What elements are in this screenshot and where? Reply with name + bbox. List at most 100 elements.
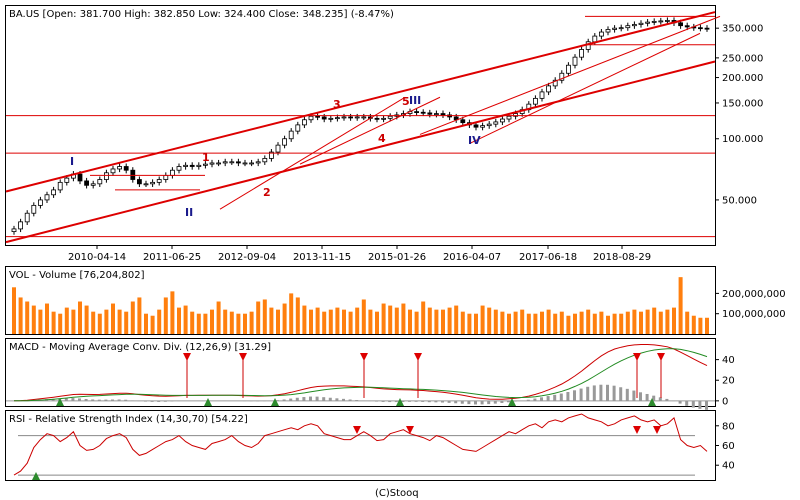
candle-body <box>592 35 598 43</box>
macd-histogram-bar <box>381 400 385 402</box>
volume-bar <box>441 309 445 334</box>
candle-body <box>506 115 512 120</box>
macd-histogram-bar <box>117 399 121 401</box>
macd-histogram-bar <box>401 400 405 402</box>
volume-bar <box>276 309 280 334</box>
volume-bar <box>619 313 624 334</box>
macd-histogram-bar <box>388 400 392 403</box>
rsi-sell-marker <box>353 426 361 434</box>
candle-body <box>533 97 538 105</box>
candle-body <box>387 115 393 119</box>
candle-body <box>486 123 492 127</box>
volume-bar <box>309 309 313 334</box>
macd-histogram-bar <box>665 398 669 401</box>
candle-body <box>684 25 690 28</box>
macd-histogram-bar <box>645 393 649 401</box>
wave-label: IV <box>468 134 481 147</box>
volume-bar <box>546 309 551 334</box>
candle-body <box>625 25 631 29</box>
candle-body <box>150 181 156 185</box>
macd-histogram-bar <box>441 400 444 403</box>
volume-bar <box>256 301 261 334</box>
volume-bar <box>91 311 96 334</box>
macd-histogram-bar <box>91 399 95 401</box>
macd-histogram-bar <box>71 398 75 401</box>
candle-body <box>117 166 122 170</box>
candle-body <box>539 91 545 99</box>
candle-body <box>341 116 347 119</box>
rsi-line <box>13 413 708 476</box>
macd-histogram-bar <box>97 399 101 401</box>
volume-bar <box>388 305 393 334</box>
volume-bar <box>150 315 155 334</box>
candle-body <box>361 116 367 119</box>
candle-body <box>493 121 499 125</box>
wave-label: 5 <box>402 95 410 108</box>
candle-body <box>235 161 241 164</box>
trend-line <box>299 96 441 165</box>
volume-bar <box>262 299 267 334</box>
volume-bar <box>190 311 195 334</box>
candle-body <box>513 113 518 117</box>
volume-bar <box>467 313 472 334</box>
volume-bar <box>25 301 30 334</box>
candle-body <box>579 49 584 58</box>
macd-histogram-bar <box>64 398 68 401</box>
macd-histogram-bar <box>507 400 510 403</box>
trend-line <box>219 96 406 210</box>
candle-body <box>156 179 162 183</box>
y-tick-label: 50.000 <box>722 195 757 206</box>
x-tick-label: 2017-06-18 <box>519 252 577 263</box>
volume-bar <box>342 309 346 334</box>
rsi-sell-marker <box>406 426 414 434</box>
trend-line <box>469 32 701 144</box>
volume-bar <box>163 297 168 334</box>
macd-histogram-bar <box>157 400 161 402</box>
y-tick-label: 350.000 <box>722 24 763 35</box>
volume-bar <box>210 309 214 334</box>
volume-bar <box>507 313 511 334</box>
sell-marker <box>360 353 368 361</box>
candle-body <box>77 173 83 182</box>
macd-histogram-bar <box>513 400 517 402</box>
candle-body <box>275 144 281 153</box>
volume-bar <box>500 311 505 334</box>
wave-label: 1 <box>202 151 210 164</box>
macd-histogram-bar <box>150 400 154 402</box>
volume-bar <box>586 309 591 334</box>
candle-body <box>612 27 617 30</box>
candle-body <box>678 22 683 27</box>
volume-bar <box>665 309 670 334</box>
y-tick-label: 0 <box>722 396 728 407</box>
y-tick-label: 40 <box>722 461 735 472</box>
sell-marker <box>414 353 422 361</box>
macd-histogram-bar <box>302 397 306 401</box>
candle-body <box>255 161 261 164</box>
macd-histogram-bar <box>104 399 108 401</box>
macd-histogram-bar <box>480 400 484 405</box>
volume-bar <box>223 309 228 334</box>
volume-bar <box>104 309 109 334</box>
macd-histogram-bar <box>394 400 398 403</box>
volume-bar <box>685 311 690 334</box>
candle-body <box>605 29 611 33</box>
rsi-buy-marker <box>32 472 40 480</box>
candle-body <box>31 204 37 214</box>
candle-body <box>704 27 710 30</box>
x-tick-label: 2012-09-04 <box>218 252 276 263</box>
candle-body <box>658 20 664 23</box>
volume-bar <box>196 313 201 334</box>
volume-bar <box>38 309 43 334</box>
candle-body <box>651 20 657 23</box>
candle-body <box>645 21 650 24</box>
volume-bar <box>612 313 617 334</box>
macd-histogram-bar <box>414 400 418 402</box>
y-tick-label: 100,000,000 <box>722 309 786 320</box>
candle-body <box>136 179 142 185</box>
macd-histogram-bar <box>698 400 702 409</box>
volume-bar <box>705 317 709 334</box>
signal-line <box>14 348 708 402</box>
wave-label: 3 <box>333 98 341 111</box>
volume-bar <box>295 297 300 334</box>
macd-histogram-bar <box>493 400 497 404</box>
